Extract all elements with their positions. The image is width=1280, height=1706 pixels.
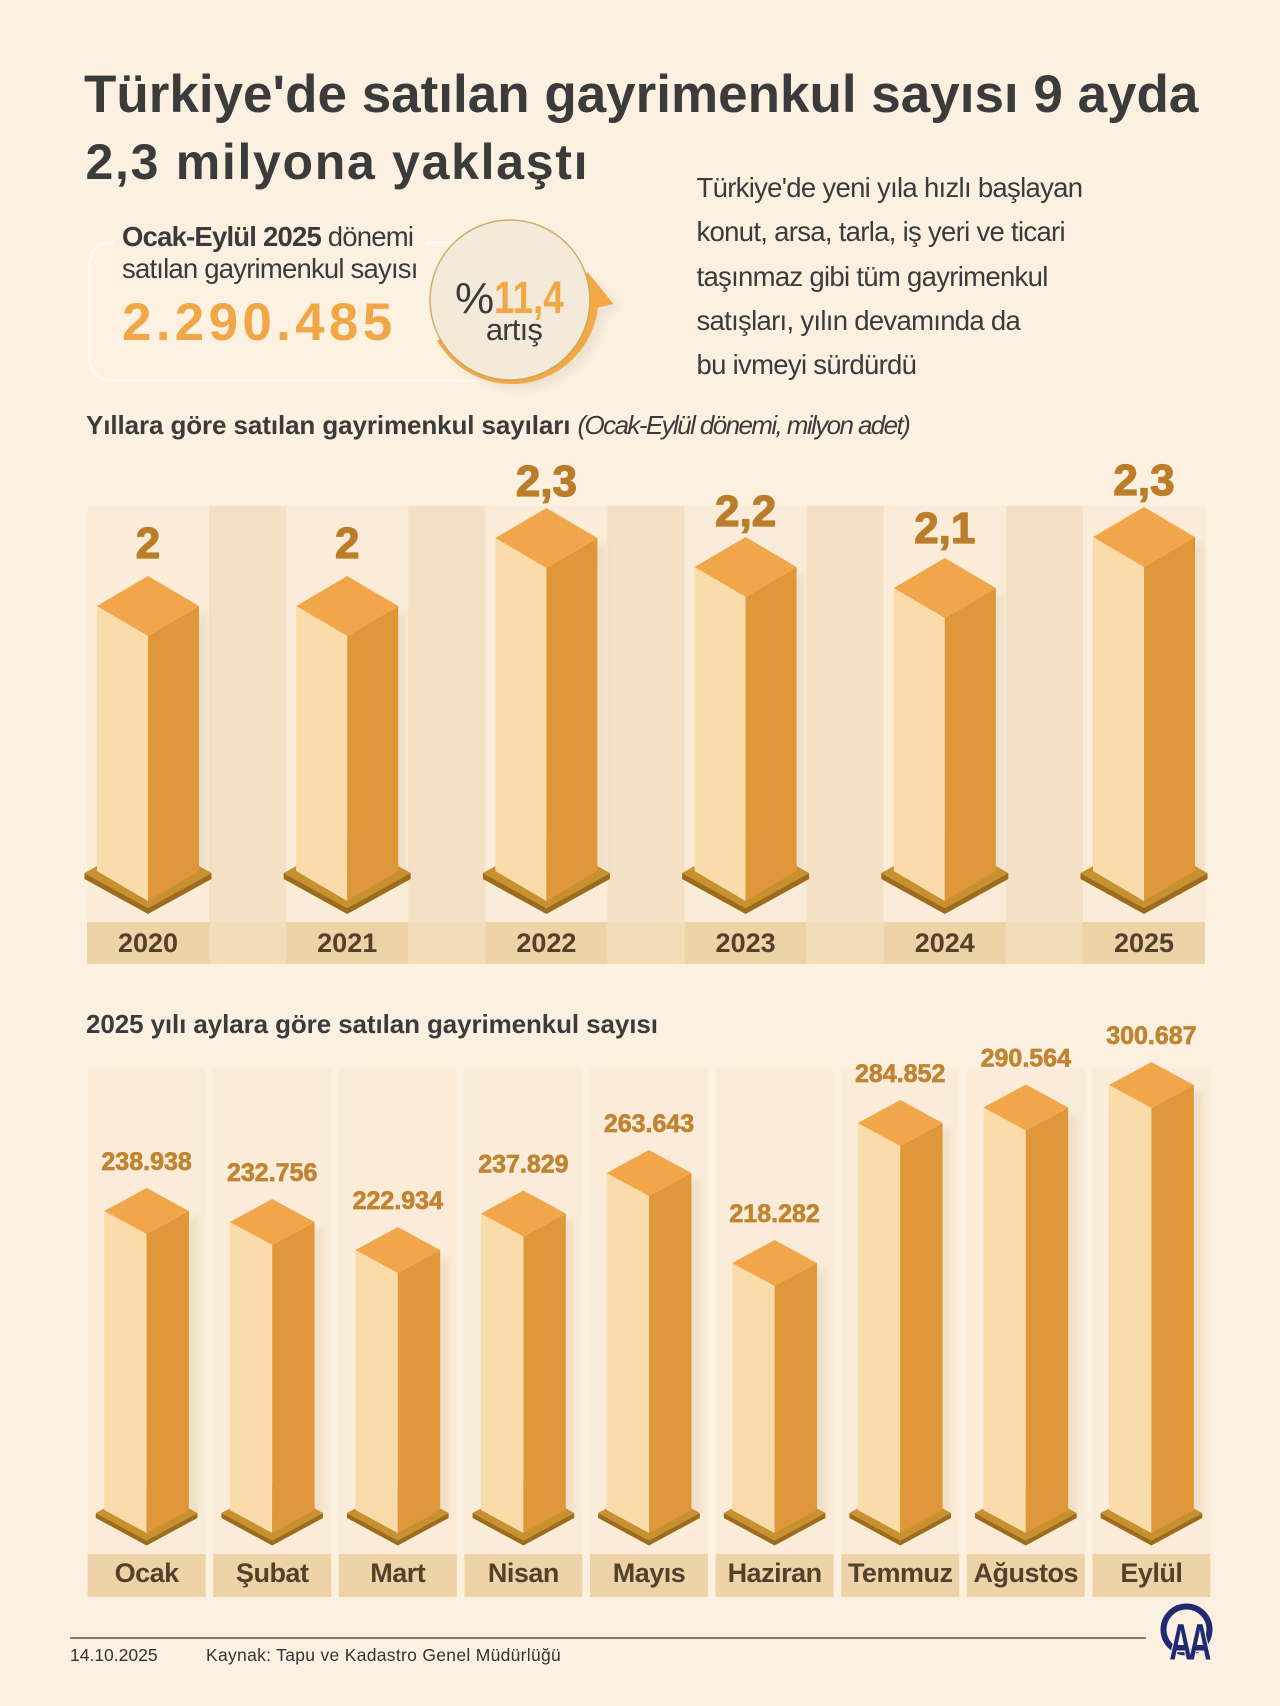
svg-text:Nisan: Nisan bbox=[488, 1558, 559, 1588]
svg-text:2,2: 2,2 bbox=[715, 487, 776, 536]
svg-text:238.938: 238.938 bbox=[101, 1148, 191, 1176]
svg-text:218.282: 218.282 bbox=[729, 1200, 819, 1228]
svg-text:Eylül: Eylül bbox=[1120, 1558, 1182, 1588]
svg-text:222.934: 222.934 bbox=[353, 1187, 443, 1215]
svg-text:Mayıs: Mayıs bbox=[613, 1558, 686, 1588]
svg-text:Temmuz: Temmuz bbox=[848, 1558, 953, 1588]
svg-text:2,1: 2,1 bbox=[914, 504, 975, 553]
svg-text:Mart: Mart bbox=[370, 1558, 426, 1588]
svg-text:2024: 2024 bbox=[915, 928, 975, 958]
svg-text:2,3: 2,3 bbox=[516, 457, 577, 506]
svg-text:290.564: 290.564 bbox=[981, 1045, 1071, 1073]
svg-text:AA: AA bbox=[1169, 1614, 1210, 1662]
svg-text:300.687: 300.687 bbox=[1106, 1022, 1196, 1050]
svg-text:2022: 2022 bbox=[516, 928, 576, 958]
svg-text:Şubat: Şubat bbox=[236, 1558, 309, 1588]
svg-text:2,3: 2,3 bbox=[1113, 456, 1174, 505]
svg-text:2: 2 bbox=[335, 519, 359, 568]
svg-text:232.756: 232.756 bbox=[227, 1159, 317, 1187]
svg-text:2025: 2025 bbox=[1114, 928, 1174, 958]
svg-text:2023: 2023 bbox=[716, 928, 776, 958]
svg-text:2020: 2020 bbox=[118, 928, 178, 958]
svg-text:284.852: 284.852 bbox=[855, 1060, 945, 1088]
svg-text:2021: 2021 bbox=[317, 928, 377, 958]
svg-text:Ocak: Ocak bbox=[115, 1558, 181, 1588]
svg-text:237.829: 237.829 bbox=[478, 1151, 568, 1179]
svg-text:Ağustos: Ağustos bbox=[974, 1558, 1079, 1588]
svg-text:2: 2 bbox=[136, 519, 160, 568]
svg-text:263.643: 263.643 bbox=[604, 1110, 694, 1138]
svg-text:Haziran: Haziran bbox=[728, 1558, 822, 1588]
